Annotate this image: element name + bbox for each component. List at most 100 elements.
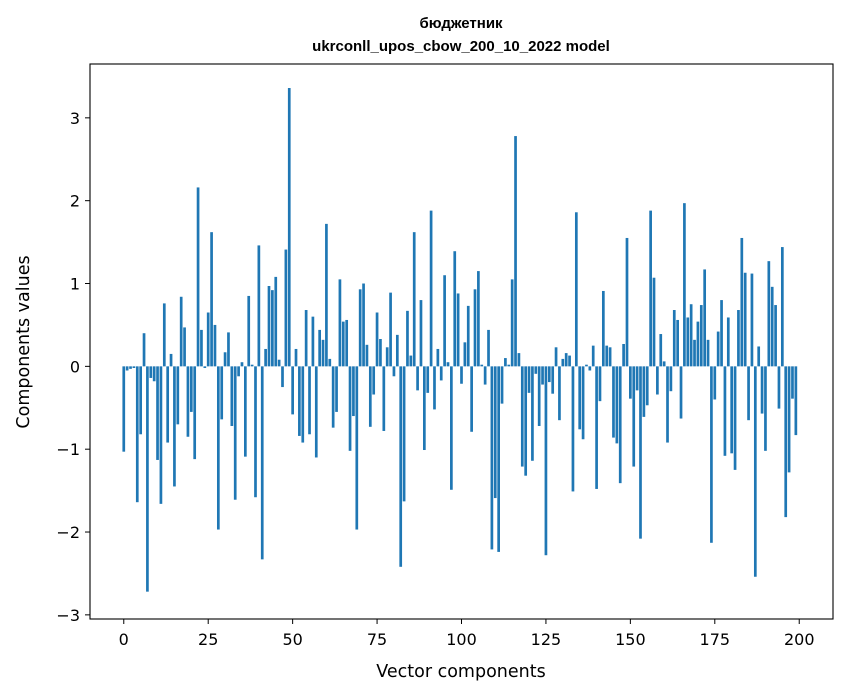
bar-component-152 bbox=[635, 366, 639, 391]
bar-component-132 bbox=[568, 355, 571, 367]
bar-component-39 bbox=[254, 366, 257, 498]
bar-component-67 bbox=[348, 366, 352, 451]
bar-component-181 bbox=[733, 366, 737, 470]
bar-component-28 bbox=[216, 366, 220, 530]
bar-component-195 bbox=[780, 247, 784, 367]
bar-component-48 bbox=[284, 249, 288, 367]
x-tick-label: 150 bbox=[615, 630, 646, 649]
bar-component-73 bbox=[368, 366, 372, 427]
bar-component-138 bbox=[588, 366, 592, 371]
bar-component-143 bbox=[605, 345, 609, 367]
bar-component-102 bbox=[466, 305, 470, 367]
bar-component-176 bbox=[716, 331, 720, 367]
chart-title: бюджетник bbox=[419, 15, 503, 32]
bar-component-96 bbox=[446, 362, 450, 367]
bar-component-70 bbox=[358, 289, 362, 367]
bar-component-53 bbox=[301, 366, 305, 443]
bar-component-193 bbox=[774, 305, 777, 367]
bar-component-10 bbox=[156, 366, 159, 460]
bar-component-59 bbox=[321, 339, 325, 367]
bar-component-113 bbox=[504, 358, 507, 367]
bar-component-49 bbox=[287, 88, 291, 367]
bar-component-186 bbox=[750, 273, 754, 367]
bar-component-63 bbox=[335, 366, 338, 412]
bar-component-3 bbox=[132, 366, 136, 369]
x-axis-label: Vector components bbox=[376, 662, 545, 682]
bar-component-129 bbox=[558, 366, 561, 421]
bar-component-172 bbox=[703, 269, 707, 367]
bar-component-92 bbox=[433, 366, 436, 410]
bar-component-62 bbox=[331, 366, 335, 428]
bar-component-182 bbox=[737, 310, 740, 367]
bar-component-36 bbox=[244, 366, 247, 457]
bar-component-83 bbox=[402, 366, 406, 502]
bar-component-99 bbox=[456, 293, 460, 367]
bar-component-119 bbox=[524, 366, 528, 476]
bar-component-82 bbox=[399, 366, 403, 567]
bar-component-140 bbox=[595, 366, 598, 489]
bar-component-12 bbox=[162, 303, 166, 367]
bar-component-175 bbox=[713, 366, 717, 400]
bar-component-188 bbox=[757, 346, 761, 367]
bar-component-128 bbox=[554, 347, 558, 367]
bar-component-120 bbox=[527, 366, 531, 393]
bar-component-31 bbox=[227, 332, 230, 367]
bar-component-69 bbox=[355, 366, 359, 530]
bar-component-167 bbox=[686, 317, 690, 367]
bar-component-157 bbox=[652, 277, 656, 367]
bar-component-133 bbox=[571, 366, 575, 492]
bar-component-177 bbox=[720, 300, 723, 367]
bar-component-180 bbox=[730, 366, 734, 454]
bar-component-112 bbox=[500, 366, 504, 404]
bar-component-15 bbox=[173, 366, 176, 487]
bar-component-168 bbox=[689, 304, 693, 367]
bar-component-20 bbox=[189, 366, 193, 412]
bar-component-14 bbox=[169, 353, 173, 367]
bar-component-76 bbox=[379, 339, 382, 367]
y-axis-label: Components values bbox=[14, 255, 34, 428]
bar-component-156 bbox=[649, 210, 652, 367]
bar-component-196 bbox=[784, 366, 788, 518]
bar-component-171 bbox=[699, 305, 703, 367]
bar-component-166 bbox=[683, 203, 686, 367]
bar-component-169 bbox=[693, 339, 696, 367]
bar-component-85 bbox=[409, 355, 413, 367]
bar-component-7 bbox=[146, 366, 149, 592]
bar-component-21 bbox=[193, 366, 197, 460]
bar-component-101 bbox=[463, 342, 467, 367]
bar-component-139 bbox=[591, 345, 595, 367]
y-tick-label: −1 bbox=[56, 440, 80, 459]
bar-component-89 bbox=[423, 366, 426, 451]
bar-component-148 bbox=[622, 343, 625, 367]
bar-component-68 bbox=[352, 366, 355, 417]
bar-component-84 bbox=[406, 310, 409, 367]
bar-component-19 bbox=[186, 366, 190, 437]
bar-component-149 bbox=[625, 237, 629, 367]
y-tick-label: 1 bbox=[70, 275, 80, 294]
bar-component-97 bbox=[450, 366, 453, 490]
bar-component-61 bbox=[328, 358, 332, 367]
bar-component-43 bbox=[267, 286, 271, 367]
x-tick-label: 125 bbox=[531, 630, 562, 649]
bar-component-40 bbox=[257, 245, 261, 367]
bar-component-34 bbox=[237, 366, 240, 377]
bar-component-183 bbox=[740, 237, 744, 367]
bar-component-60 bbox=[325, 223, 328, 367]
bar-component-192 bbox=[770, 286, 774, 367]
bar-component-94 bbox=[439, 366, 443, 381]
y-tick-label: −3 bbox=[56, 606, 80, 625]
bar-component-179 bbox=[726, 317, 730, 367]
bar-component-189 bbox=[760, 366, 764, 414]
bar-component-42 bbox=[264, 348, 267, 367]
bar-component-150 bbox=[629, 366, 632, 399]
bar-component-127 bbox=[551, 366, 555, 394]
bar-component-30 bbox=[223, 352, 227, 367]
bar-component-44 bbox=[271, 290, 274, 367]
bar-component-115 bbox=[510, 279, 514, 367]
bar-component-153 bbox=[639, 366, 642, 539]
bar-component-185 bbox=[747, 366, 750, 421]
bar-component-22 bbox=[196, 187, 200, 367]
bar-component-170 bbox=[696, 321, 700, 367]
bar-component-33 bbox=[233, 366, 237, 500]
